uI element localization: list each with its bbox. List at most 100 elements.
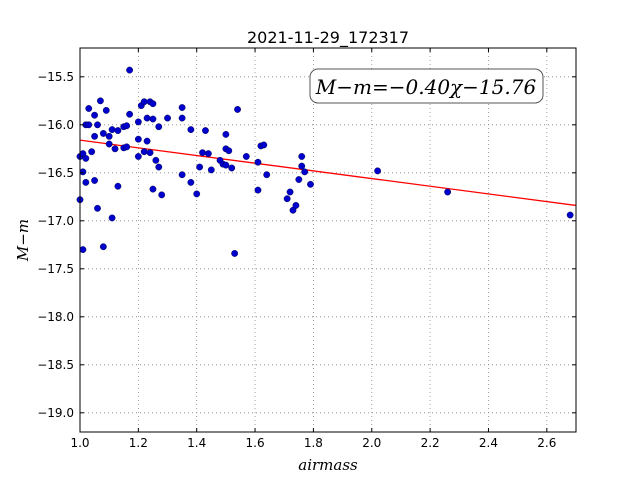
data-point — [178, 171, 186, 179]
annotation-box — [309, 68, 544, 104]
data-point — [97, 97, 104, 105]
data-point — [155, 123, 163, 131]
data-point — [114, 182, 122, 190]
data-point — [234, 106, 241, 113]
data-point — [143, 137, 151, 145]
x-tick-label: 1.6 — [246, 436, 265, 450]
data-point — [298, 153, 306, 160]
data-point — [85, 105, 93, 112]
data-point — [199, 149, 206, 157]
x-tick-label: 2.0 — [362, 436, 381, 450]
data-point — [134, 118, 142, 126]
y-tick-label: −18.0 — [37, 310, 74, 324]
x-tick-label: 1.8 — [304, 436, 323, 450]
data-point — [123, 122, 131, 130]
data-point — [134, 135, 142, 143]
data-point — [99, 243, 107, 251]
data-point — [82, 154, 90, 162]
data-point — [178, 104, 186, 111]
data-point — [134, 153, 142, 160]
data-point — [225, 147, 233, 155]
y-tick-label: −17.0 — [37, 214, 74, 228]
data-point — [301, 168, 309, 176]
data-point — [85, 121, 93, 129]
data-point — [94, 204, 101, 212]
data-point — [105, 140, 113, 148]
data-point — [108, 214, 116, 222]
data-point — [254, 186, 262, 194]
y-tick-label: −16.0 — [37, 118, 74, 132]
y-tick-labels: −15.5 −16.0 −16.5 −17.0 −17.5 −18.0 −18.5 −19.0 — [37, 70, 74, 420]
data-point — [143, 114, 151, 122]
data-point — [260, 141, 268, 149]
axis-ticks — [79, 48, 576, 432]
data-point — [126, 110, 134, 118]
y-axis-label: M−m — [14, 219, 32, 262]
y-tick-label: −16.5 — [37, 166, 74, 180]
data-point — [99, 130, 107, 137]
data-point — [187, 178, 195, 186]
data-point — [444, 188, 452, 196]
data-point — [126, 66, 134, 74]
data-point — [196, 163, 204, 171]
data-point — [374, 167, 381, 175]
fit-line-group — [79, 139, 577, 207]
x-tick-label: 2.4 — [479, 436, 498, 450]
data-point — [88, 148, 96, 156]
data-point — [123, 143, 131, 151]
x-axis-label: airmass — [298, 456, 358, 474]
data-point — [149, 115, 157, 123]
data-point — [152, 156, 160, 164]
data-point — [204, 150, 212, 158]
data-point — [149, 100, 157, 108]
data-point — [94, 121, 101, 129]
data-point — [79, 168, 87, 176]
data-point — [164, 114, 171, 122]
data-point — [91, 177, 98, 184]
data-point — [228, 164, 236, 172]
x-tick-label: 1.0 — [70, 436, 89, 450]
x-tick-labels: 1.0 1.2 1.4 1.6 1.8 2.0 2.2 2.4 2.6 — [70, 436, 556, 450]
data-point — [114, 127, 122, 134]
x-tick-label: 1.4 — [187, 436, 206, 450]
data-point — [292, 202, 300, 209]
data-points — [76, 66, 574, 257]
data-point — [283, 195, 291, 203]
x-tick-label: 2.2 — [421, 436, 440, 450]
data-point — [146, 149, 154, 157]
y-tick-label: −17.5 — [37, 262, 74, 276]
data-point — [178, 114, 186, 122]
data-point — [307, 180, 314, 188]
data-point — [566, 211, 574, 219]
data-point — [298, 162, 306, 170]
data-point — [187, 126, 195, 134]
data-point — [202, 127, 209, 134]
data-point — [242, 153, 250, 160]
data-point — [108, 126, 116, 134]
y-tick-label: −18.5 — [37, 358, 74, 372]
y-tick-label: −15.5 — [37, 70, 74, 84]
plot-frame — [79, 47, 577, 433]
data-point — [155, 163, 163, 171]
data-point — [140, 148, 148, 156]
x-tick-label: 1.2 — [129, 436, 148, 450]
x-tick-label: 2.6 — [537, 436, 556, 450]
chart-title: 2021-11-29_172317 — [247, 28, 409, 48]
data-point — [82, 178, 90, 186]
fit-equation-annotation: M−m=−0.40χ−15.76 — [315, 75, 537, 99]
data-point — [295, 176, 303, 183]
data-point — [140, 98, 148, 106]
data-point — [207, 166, 215, 174]
data-point — [102, 107, 110, 114]
data-point — [254, 158, 262, 166]
data-point — [91, 111, 98, 119]
data-point — [149, 185, 157, 193]
data-point — [79, 246, 87, 254]
data-point — [105, 132, 113, 140]
data-point — [263, 171, 271, 179]
data-point — [222, 161, 230, 169]
data-point — [286, 188, 294, 196]
data-point — [91, 132, 98, 140]
y-tick-label: −19.0 — [37, 406, 74, 420]
